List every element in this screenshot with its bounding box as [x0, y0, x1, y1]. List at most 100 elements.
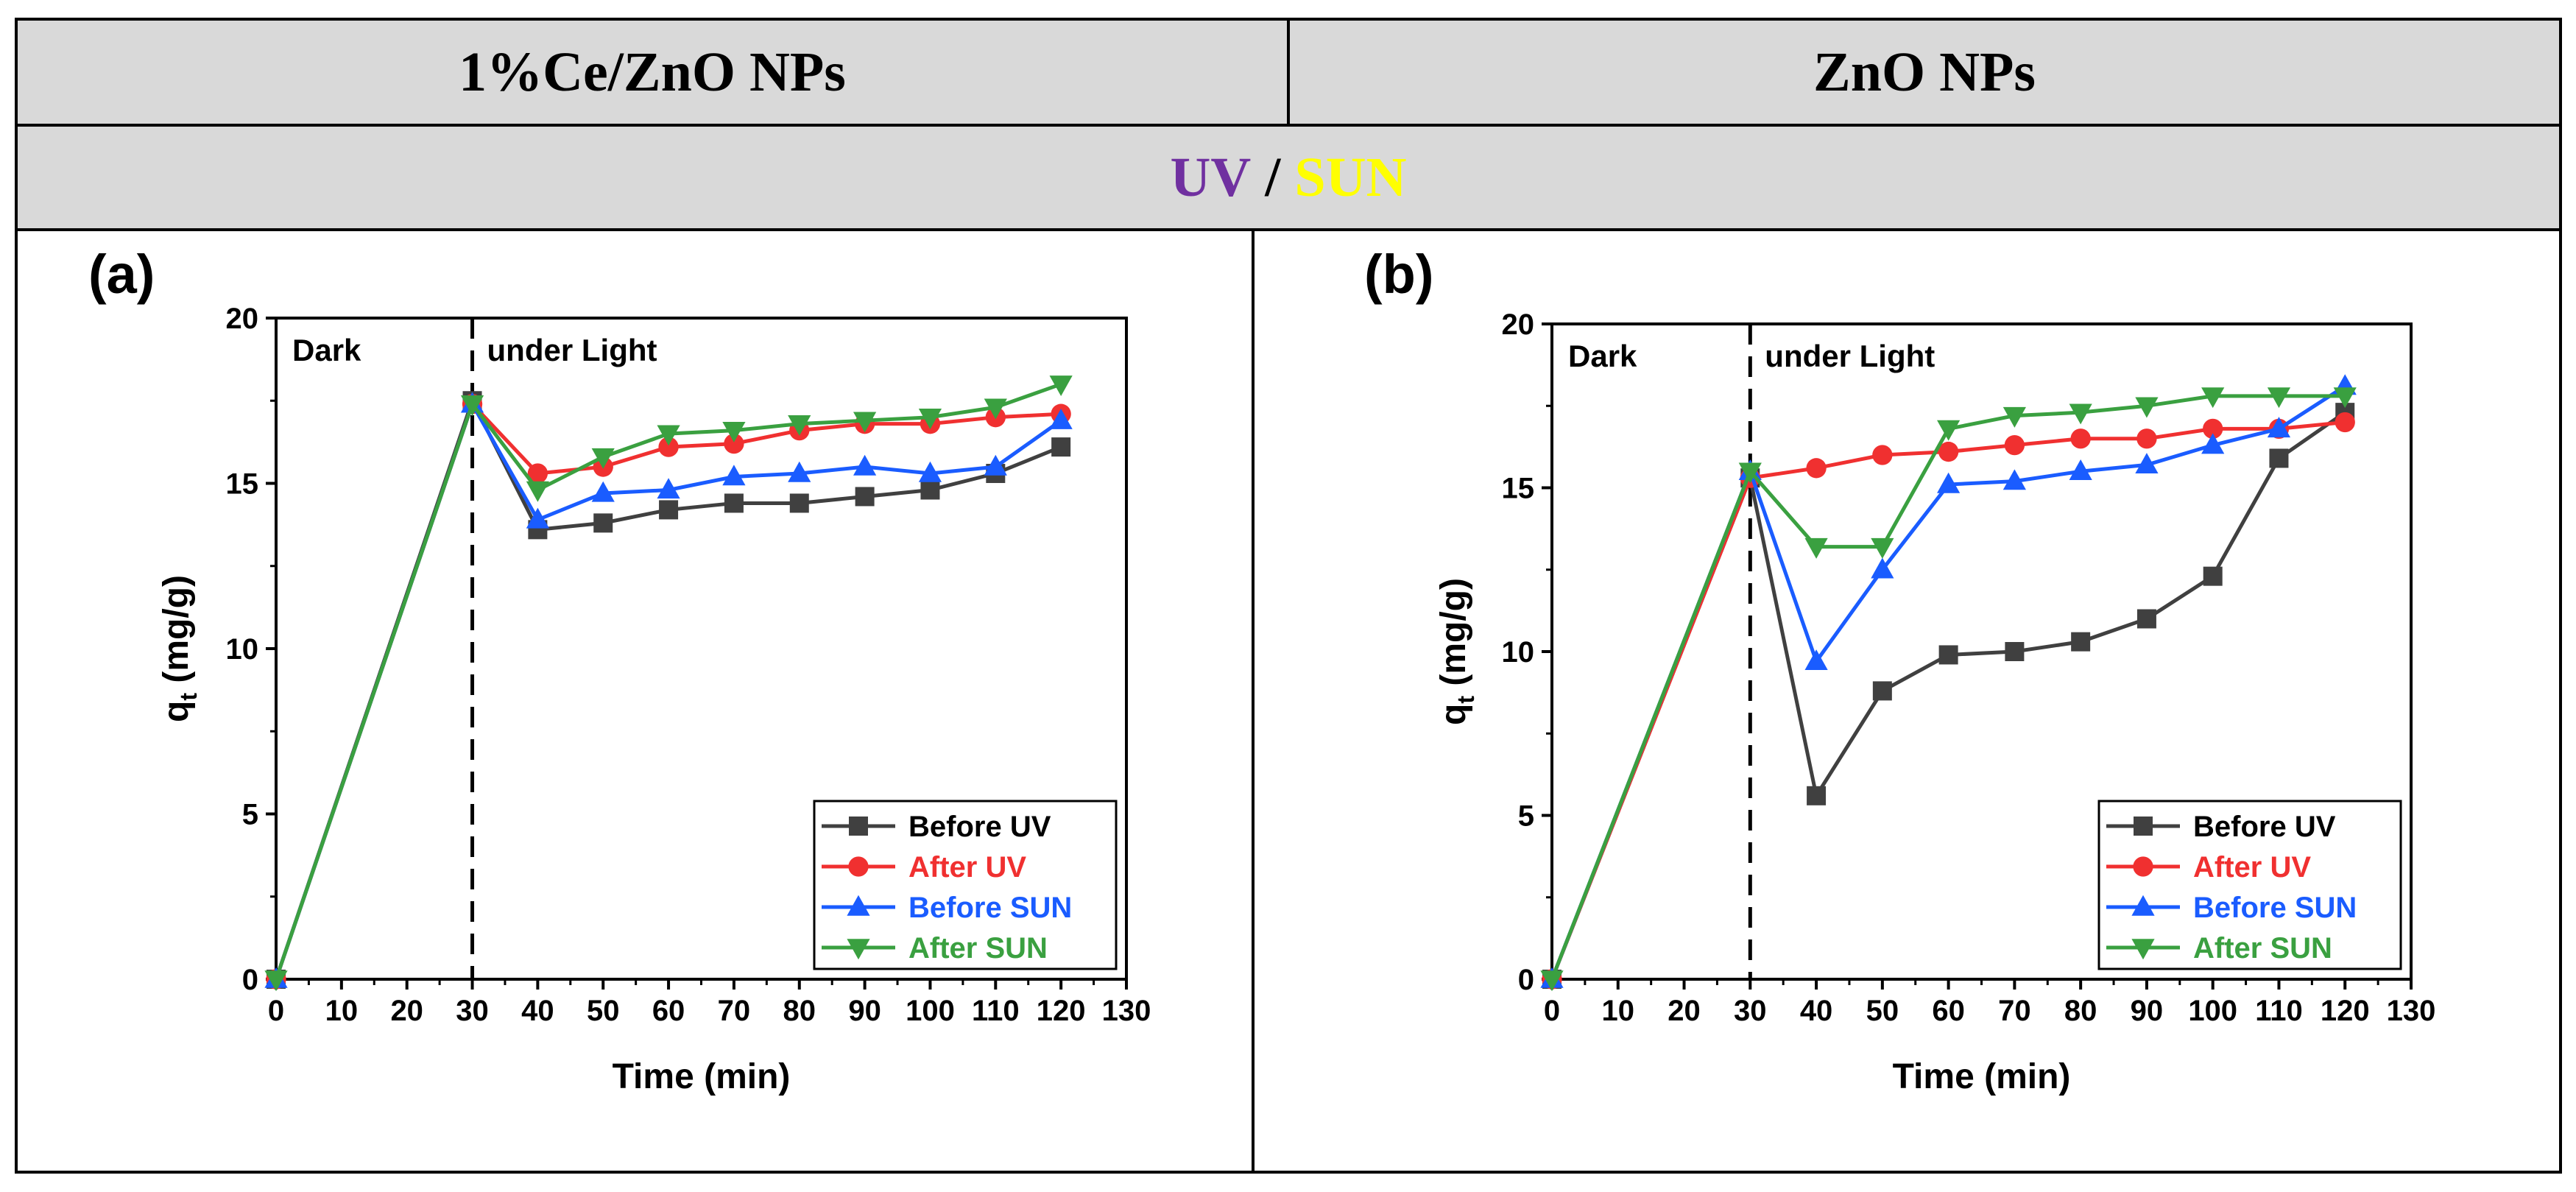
data-point — [2267, 417, 2291, 438]
data-point — [2002, 469, 2026, 490]
uv-label: UV — [1170, 146, 1252, 208]
data-point — [1871, 537, 1894, 559]
x-tick-label: 110 — [2255, 995, 2303, 1027]
chart-panel-b: (b) 0 10 20 30 40 50 60 70 80 90 100 110 120 130 0 5 10 15… — [1364, 244, 2435, 1096]
data-point — [918, 409, 942, 429]
y-tick-label: 0 — [1518, 964, 1534, 996]
data-point — [264, 970, 288, 992]
panel-label: (b) — [1364, 244, 1434, 305]
y-tick-label: 10 — [226, 633, 259, 666]
y-axis-title-unit: (mg/g) — [157, 575, 196, 693]
x-tick-label: 30 — [1734, 995, 1767, 1027]
light-source-row: UV / SUN — [18, 127, 2559, 231]
x-tick-label: 100 — [906, 995, 955, 1027]
legend-marker — [2131, 939, 2155, 960]
legend-marker — [2131, 895, 2155, 916]
legend-marker — [2134, 817, 2153, 836]
data-point — [2203, 566, 2223, 586]
legend-label: After UV — [2193, 851, 2311, 884]
data-point — [460, 395, 484, 416]
annotation-under-light: under Light — [1765, 339, 1935, 373]
x-tick-label: 80 — [783, 995, 816, 1027]
legend-marker — [2133, 856, 2153, 877]
y-tick-label: 10 — [1502, 636, 1535, 669]
data-point — [2201, 433, 2225, 454]
legend-label: Before SUN — [2193, 892, 2357, 924]
y-axis-title-sub: t — [1453, 696, 1479, 704]
y-axis-title-main: q — [157, 701, 196, 722]
data-point — [1871, 557, 1894, 579]
data-point — [918, 461, 942, 482]
x-tick-label: 130 — [1102, 995, 1151, 1027]
data-point — [1051, 437, 1071, 457]
chart-panel-a: (a) 0 10 20 30 40 50 60 70 80 90 100 110 120 130 0 5 10 15… — [88, 244, 1151, 1096]
legend-marker — [847, 895, 870, 916]
data-point — [2002, 406, 2026, 428]
data-point — [1806, 458, 1827, 479]
y-axis-title-sub: t — [175, 693, 202, 701]
annotation-dark: Dark — [292, 333, 361, 367]
data-point — [1872, 681, 1892, 701]
x-tick-label: 70 — [1998, 995, 2031, 1027]
panel-label: (a) — [88, 244, 155, 305]
data-point — [2070, 429, 2091, 449]
x-tick-label: 90 — [2131, 995, 2164, 1027]
separator-label: / — [1251, 146, 1295, 208]
x-tick-label: 60 — [1932, 995, 1965, 1027]
x-tick-label: 10 — [325, 995, 359, 1027]
data-point — [2203, 418, 2223, 440]
column-divider — [1252, 231, 1255, 1171]
annotation-dark: Dark — [1568, 339, 1637, 373]
data-point — [591, 481, 615, 502]
legend-marker — [849, 817, 868, 836]
series-after-sun — [264, 375, 1073, 992]
data-point — [920, 480, 940, 500]
x-tick-label: 20 — [390, 995, 423, 1027]
legend-label: Before SUN — [908, 892, 1072, 924]
data-point — [526, 507, 549, 529]
data-point — [1938, 645, 1958, 665]
data-point — [2201, 387, 2225, 409]
y-tick-label: 15 — [226, 468, 259, 501]
x-tick-label: 100 — [2188, 995, 2237, 1027]
data-point — [724, 493, 744, 513]
figure-table: 1%Ce/ZnO NPs ZnO NPs UV / SUN — [15, 18, 2562, 1174]
data-point — [722, 421, 746, 442]
data-point — [1937, 420, 1961, 441]
right-column-title: ZnO NPs — [1813, 40, 2036, 103]
left-column-title: 1%Ce/ZnO NPs — [18, 21, 1290, 124]
data-point — [2005, 642, 2025, 661]
header-row: 1%Ce/ZnO NPs ZnO NPs — [18, 21, 2559, 127]
x-tick-label: 0 — [1544, 995, 1560, 1027]
data-point — [2135, 397, 2159, 418]
data-point — [657, 478, 680, 499]
data-point — [657, 425, 680, 446]
legend-label: Before UV — [2193, 811, 2336, 843]
data-point — [1049, 408, 1073, 429]
series-after-sun — [1540, 387, 2357, 992]
data-point — [2136, 609, 2156, 629]
x-tick-label: 40 — [1800, 995, 1833, 1027]
y-tick-label: 20 — [1502, 308, 1535, 341]
data-point — [1804, 537, 1828, 559]
data-point — [788, 415, 811, 436]
legend-label: After UV — [908, 851, 1026, 884]
y-axis-title: qt (mg/g) — [1434, 578, 1479, 725]
x-tick-label: 50 — [587, 995, 620, 1027]
series-before-sun — [264, 392, 1073, 988]
x-tick-label: 60 — [652, 995, 685, 1027]
x-tick-label: 70 — [718, 995, 751, 1027]
y-tick-label: 5 — [242, 799, 258, 831]
data-point — [722, 465, 746, 486]
y-axis-title-main: q — [1434, 704, 1473, 725]
data-point — [591, 448, 615, 469]
data-point — [853, 454, 877, 476]
data-point — [788, 461, 811, 482]
y-tick-label: 15 — [1502, 473, 1535, 505]
x-tick-label: 0 — [268, 995, 284, 1027]
data-point — [2004, 435, 2025, 456]
x-tick-label: 110 — [972, 995, 1020, 1027]
data-point — [2333, 387, 2357, 409]
data-point — [658, 437, 679, 457]
